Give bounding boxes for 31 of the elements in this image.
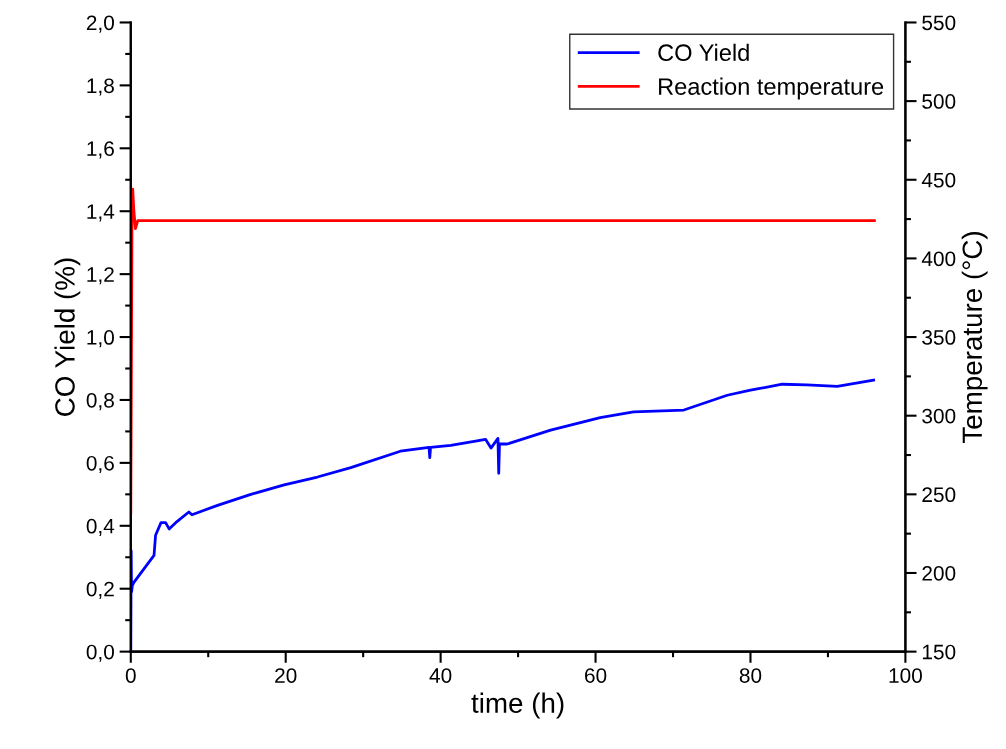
- y2-tick-label: 200: [922, 565, 956, 581]
- y-tick-label: 1,6: [87, 141, 114, 159]
- y2-tick-label: 550: [922, 15, 956, 31]
- y2-tick-label: 500: [922, 94, 956, 109]
- y2-tick-label: 150: [922, 644, 956, 660]
- y2-tick-label: 450: [921, 172, 956, 188]
- x-axis-title: time (h): [471, 692, 564, 719]
- y2-tick-label: 300: [922, 408, 956, 424]
- y-tick-label: 1,8: [87, 78, 114, 96]
- y-tick-label: 1,2: [87, 267, 114, 285]
- y-tick-label: 0,8: [86, 392, 114, 411]
- x-tick-label: 60: [585, 668, 607, 683]
- legend-label: CO Yield: [658, 43, 749, 62]
- x-tick-label: 100: [889, 668, 922, 683]
- x-tick-label: 0: [125, 668, 136, 683]
- legend-label: Reaction temperature: [659, 77, 884, 100]
- y-tick-label: 1,0: [87, 330, 114, 348]
- y-tick-label: 0,0: [86, 644, 114, 662]
- y-axis-title: CO Yield (%): [54, 258, 81, 416]
- y2-tick-label: 350: [922, 330, 956, 345]
- x-tick-label: 40: [429, 668, 452, 683]
- y-tick-label: 2,0: [86, 15, 114, 33]
- y2-tick-label: 250: [922, 487, 956, 503]
- y-tick-label: 0,2: [86, 581, 114, 599]
- x-tick-label: 80: [739, 668, 762, 683]
- y-tick-label: 0,6: [86, 455, 114, 474]
- y-tick-label: 0,4: [86, 518, 115, 537]
- x-tick-label: 20: [275, 668, 297, 683]
- y2-axis-title: Temperature (°C): [961, 232, 988, 444]
- y2-tick-label: 400: [921, 251, 956, 267]
- y-tick-label: 1,4: [87, 204, 115, 222]
